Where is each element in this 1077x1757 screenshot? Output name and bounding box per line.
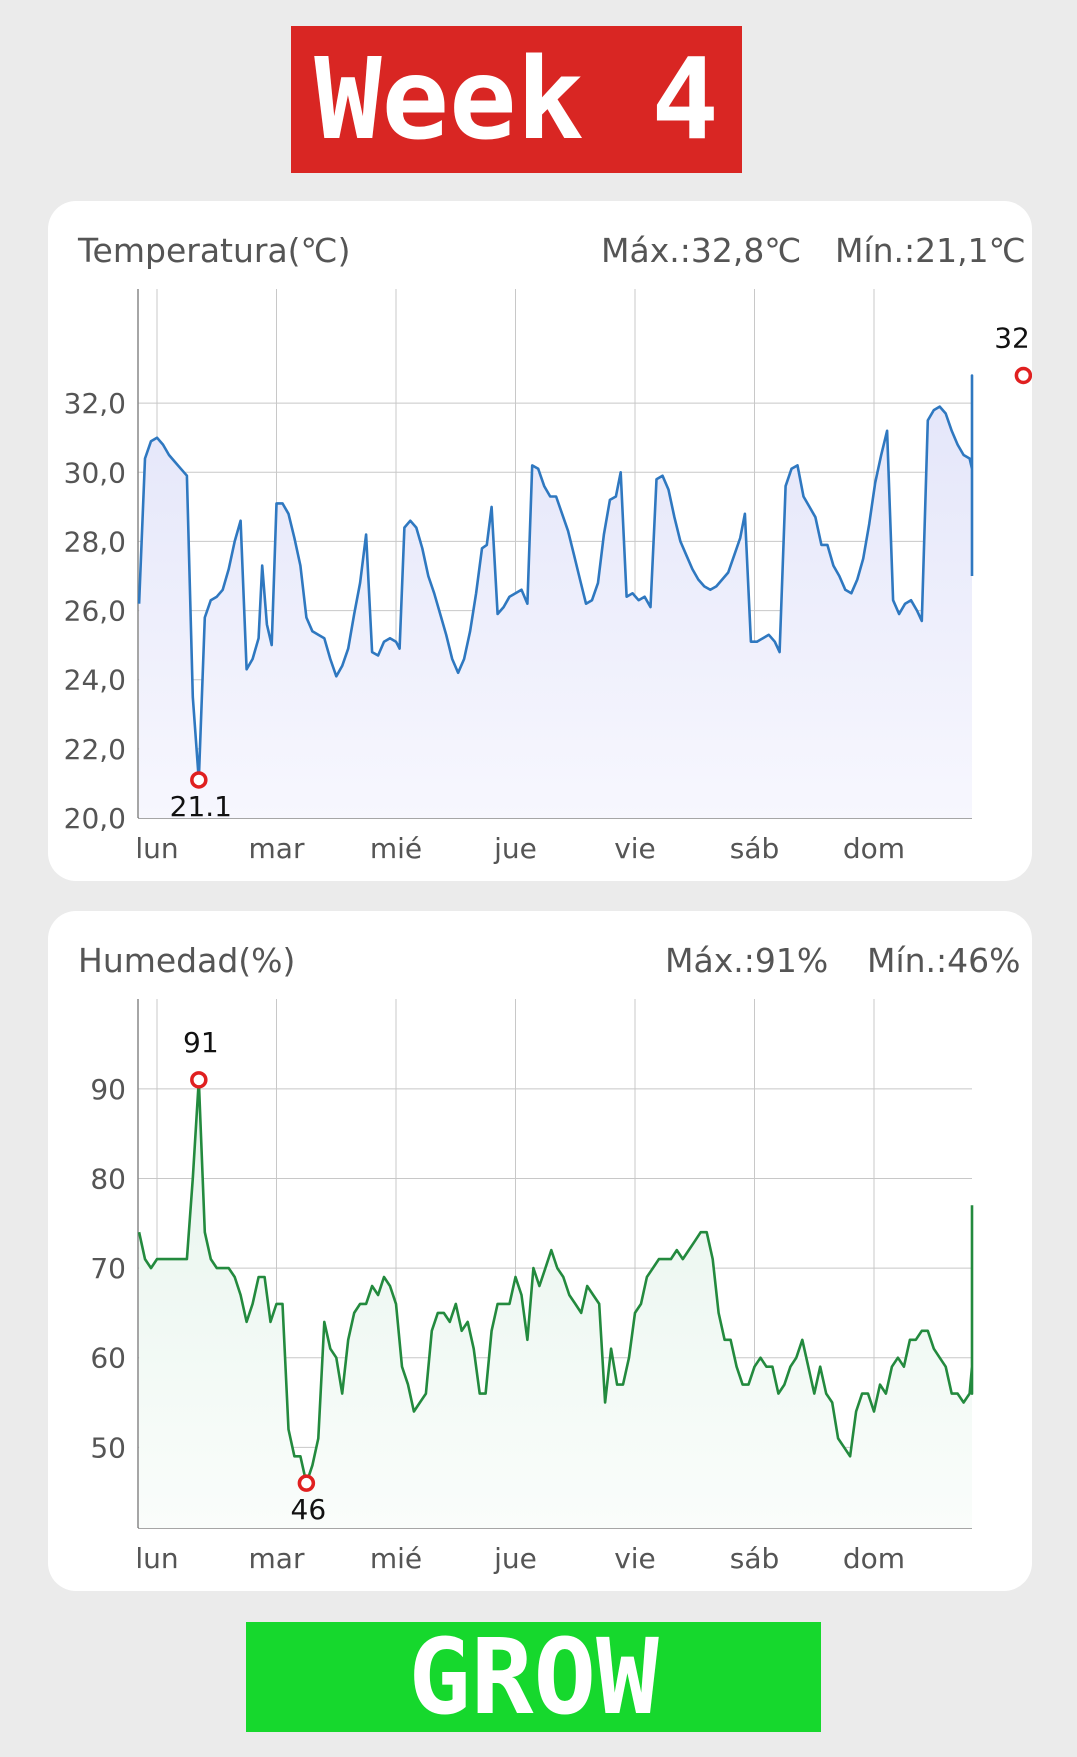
hum-max-marker bbox=[190, 1071, 208, 1089]
temp-min-point-label: 21.1 bbox=[170, 790, 232, 823]
temperature-title: Temperatura(℃) bbox=[78, 231, 351, 270]
hum-x-tick: mar bbox=[249, 1542, 305, 1575]
temp-x-tick: dom bbox=[843, 832, 905, 865]
humidity-max-stat: Máx.:91% bbox=[665, 941, 829, 980]
hum-line bbox=[137, 1078, 974, 1485]
hum-x-tick: vie bbox=[614, 1542, 656, 1575]
grow-banner: GROW bbox=[246, 1616, 821, 1738]
humidity-min-stat: Mín.:46% bbox=[867, 941, 1021, 980]
hum-x-tick: lun bbox=[135, 1542, 178, 1575]
temp-line bbox=[137, 374, 974, 782]
temp-y-tick: 20,0 bbox=[64, 802, 126, 835]
hum-y-tick: 80 bbox=[90, 1162, 126, 1195]
temperature-max-stat: Máx.:32,8℃ bbox=[601, 231, 802, 270]
hum-x-tick: jue bbox=[493, 1542, 537, 1575]
hum-x-tick: sáb bbox=[730, 1542, 780, 1575]
week-banner: Week 4 bbox=[291, 26, 742, 173]
temp-y-tick: 28,0 bbox=[64, 525, 126, 558]
temperature-min-stat: Mín.:21,1℃ bbox=[835, 231, 1026, 270]
temp-x-tick: lun bbox=[135, 832, 178, 865]
hum-y-tick: 60 bbox=[90, 1342, 126, 1375]
temp-y-tick: 32,0 bbox=[64, 387, 126, 420]
hum-y-tick: 50 bbox=[90, 1431, 126, 1464]
hum-x-tick: dom bbox=[843, 1542, 905, 1575]
grow-label: GROW bbox=[408, 1616, 659, 1738]
temp-x-tick: vie bbox=[614, 832, 656, 865]
temp-area bbox=[139, 375, 972, 818]
hum-max-point-label: 91 bbox=[183, 1026, 219, 1059]
temperature-card: Temperatura(℃) Máx.:32,8℃ Mín.:21,1℃ 20,… bbox=[48, 201, 1032, 881]
hum-min-point-label: 46 bbox=[291, 1493, 327, 1526]
temp-max-marker bbox=[1014, 366, 1032, 385]
temp-min-marker bbox=[190, 771, 208, 789]
temp-x-tick: sáb bbox=[730, 832, 780, 865]
temp-x-tick: jue bbox=[493, 832, 537, 865]
hum-y-tick: 70 bbox=[90, 1252, 126, 1285]
humidity-title: Humedad(%) bbox=[78, 941, 296, 980]
humidity-chart: 50 60 70 80 90 lun mar mié jue vie sáb dom 91 46 bbox=[90, 999, 974, 1575]
week-label: Week 4 bbox=[314, 34, 719, 165]
temp-y-tick: 24,0 bbox=[64, 664, 126, 697]
temp-max-point-label: 32.8 bbox=[994, 321, 1032, 354]
temp-x-tick: mar bbox=[249, 832, 305, 865]
hum-x-tick: mié bbox=[370, 1542, 422, 1575]
temperature-chart: 20,0 22,0 24,0 26,0 28,0 30,0 32,0 lun mar mié jue… bbox=[64, 289, 1032, 865]
temp-x-tick: mié bbox=[370, 832, 422, 865]
humidity-card: Humedad(%) Máx.:91% Mín.:46% 50 60 70 80 90 l… bbox=[48, 911, 1032, 1591]
temp-y-tick: 30,0 bbox=[64, 456, 126, 489]
hum-y-tick: 90 bbox=[90, 1073, 126, 1106]
temp-y-tick: 22,0 bbox=[64, 733, 126, 766]
hum-min-marker bbox=[297, 1474, 316, 1492]
hum-area bbox=[139, 1079, 972, 1528]
temp-y-tick: 26,0 bbox=[64, 595, 126, 628]
